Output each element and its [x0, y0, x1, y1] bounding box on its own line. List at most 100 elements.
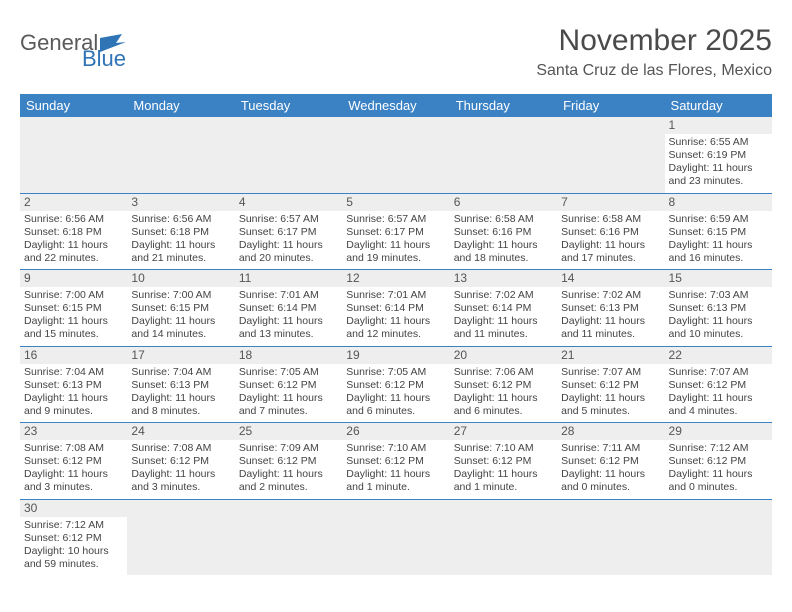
calendar-cell: 6Sunrise: 6:58 AMSunset: 6:16 PMDaylight… [450, 194, 557, 270]
day-number: 3 [127, 194, 234, 211]
day-number: 29 [665, 423, 772, 440]
calendar-cell-blank [450, 117, 557, 193]
weekday-header: Thursday [450, 94, 557, 117]
calendar-grid: Sunday Monday Tuesday Wednesday Thursday… [20, 94, 772, 575]
weekday-header: Monday [127, 94, 234, 117]
calendar-cell-blank [665, 500, 772, 576]
daylight-text: Daylight: 11 hours and 5 minutes. [561, 392, 660, 418]
sunset-text: Sunset: 6:13 PM [669, 302, 768, 315]
day-number: 19 [342, 347, 449, 364]
day-number: 18 [235, 347, 342, 364]
daylight-text: Daylight: 11 hours and 6 minutes. [346, 392, 445, 418]
weekday-header: Tuesday [235, 94, 342, 117]
sunrise-text: Sunrise: 6:57 AM [346, 213, 445, 226]
daylight-text: Daylight: 11 hours and 22 minutes. [24, 239, 123, 265]
daylight-text: Daylight: 11 hours and 11 minutes. [561, 315, 660, 341]
calendar-cell-blank [20, 117, 127, 193]
daylight-text: Daylight: 11 hours and 23 minutes. [669, 162, 768, 188]
day-number: 24 [127, 423, 234, 440]
calendar-cell: 23Sunrise: 7:08 AMSunset: 6:12 PMDayligh… [20, 423, 127, 499]
daylight-text: Daylight: 11 hours and 11 minutes. [454, 315, 553, 341]
daylight-text: Daylight: 11 hours and 9 minutes. [24, 392, 123, 418]
calendar-week: 9Sunrise: 7:00 AMSunset: 6:15 PMDaylight… [20, 270, 772, 347]
sunrise-text: Sunrise: 7:08 AM [131, 442, 230, 455]
daylight-text: Daylight: 11 hours and 1 minute. [454, 468, 553, 494]
calendar-week: 16Sunrise: 7:04 AMSunset: 6:13 PMDayligh… [20, 347, 772, 424]
calendar-cell: 18Sunrise: 7:05 AMSunset: 6:12 PMDayligh… [235, 347, 342, 423]
day-number: 2 [20, 194, 127, 211]
calendar-cell: 15Sunrise: 7:03 AMSunset: 6:13 PMDayligh… [665, 270, 772, 346]
day-number: 26 [342, 423, 449, 440]
sunset-text: Sunset: 6:12 PM [561, 455, 660, 468]
calendar-cell-blank [127, 500, 234, 576]
sunset-text: Sunset: 6:15 PM [669, 226, 768, 239]
sunset-text: Sunset: 6:15 PM [24, 302, 123, 315]
sunrise-text: Sunrise: 7:05 AM [346, 366, 445, 379]
sunset-text: Sunset: 6:16 PM [454, 226, 553, 239]
calendar-cell: 24Sunrise: 7:08 AMSunset: 6:12 PMDayligh… [127, 423, 234, 499]
calendar-cell: 11Sunrise: 7:01 AMSunset: 6:14 PMDayligh… [235, 270, 342, 346]
daylight-text: Daylight: 11 hours and 0 minutes. [561, 468, 660, 494]
daylight-text: Daylight: 11 hours and 4 minutes. [669, 392, 768, 418]
day-number: 9 [20, 270, 127, 287]
daylight-text: Daylight: 11 hours and 6 minutes. [454, 392, 553, 418]
calendar-cell-blank [557, 500, 664, 576]
day-number: 12 [342, 270, 449, 287]
calendar-cell: 1Sunrise: 6:55 AMSunset: 6:19 PMDaylight… [665, 117, 772, 193]
page-header: General Blue November 2025 Santa Cruz de… [20, 24, 772, 80]
calendar-cell: 26Sunrise: 7:10 AMSunset: 6:12 PMDayligh… [342, 423, 449, 499]
daylight-text: Daylight: 11 hours and 21 minutes. [131, 239, 230, 265]
daylight-text: Daylight: 11 hours and 12 minutes. [346, 315, 445, 341]
day-number: 14 [557, 270, 664, 287]
day-number: 17 [127, 347, 234, 364]
day-number: 11 [235, 270, 342, 287]
sunrise-text: Sunrise: 6:58 AM [454, 213, 553, 226]
day-number: 1 [665, 117, 772, 134]
daylight-text: Daylight: 11 hours and 8 minutes. [131, 392, 230, 418]
sunset-text: Sunset: 6:18 PM [24, 226, 123, 239]
sunrise-text: Sunrise: 7:01 AM [239, 289, 338, 302]
sunset-text: Sunset: 6:12 PM [669, 379, 768, 392]
daylight-text: Daylight: 10 hours and 59 minutes. [24, 545, 123, 571]
sunrise-text: Sunrise: 7:10 AM [346, 442, 445, 455]
day-number: 5 [342, 194, 449, 211]
calendar-cell-blank [342, 117, 449, 193]
sunset-text: Sunset: 6:17 PM [239, 226, 338, 239]
day-number: 21 [557, 347, 664, 364]
sunrise-text: Sunrise: 7:03 AM [669, 289, 768, 302]
daylight-text: Daylight: 11 hours and 17 minutes. [561, 239, 660, 265]
page-title: November 2025 [536, 24, 772, 58]
weekday-header: Wednesday [342, 94, 449, 117]
daylight-text: Daylight: 11 hours and 20 minutes. [239, 239, 338, 265]
calendar-week: 23Sunrise: 7:08 AMSunset: 6:12 PMDayligh… [20, 423, 772, 500]
weekday-header: Saturday [665, 94, 772, 117]
daylight-text: Daylight: 11 hours and 19 minutes. [346, 239, 445, 265]
sunset-text: Sunset: 6:14 PM [346, 302, 445, 315]
sunset-text: Sunset: 6:13 PM [24, 379, 123, 392]
day-number: 23 [20, 423, 127, 440]
sunrise-text: Sunrise: 7:04 AM [24, 366, 123, 379]
sunrise-text: Sunrise: 7:00 AM [24, 289, 123, 302]
calendar-cell-blank [235, 117, 342, 193]
calendar-cell: 22Sunrise: 7:07 AMSunset: 6:12 PMDayligh… [665, 347, 772, 423]
calendar-cell: 29Sunrise: 7:12 AMSunset: 6:12 PMDayligh… [665, 423, 772, 499]
calendar-week: 2Sunrise: 6:56 AMSunset: 6:18 PMDaylight… [20, 194, 772, 271]
sunrise-text: Sunrise: 6:55 AM [669, 136, 768, 149]
calendar-cell: 21Sunrise: 7:07 AMSunset: 6:12 PMDayligh… [557, 347, 664, 423]
day-number: 4 [235, 194, 342, 211]
sunset-text: Sunset: 6:12 PM [669, 455, 768, 468]
sunrise-text: Sunrise: 6:59 AM [669, 213, 768, 226]
sunset-text: Sunset: 6:18 PM [131, 226, 230, 239]
sunrise-text: Sunrise: 7:11 AM [561, 442, 660, 455]
sunset-text: Sunset: 6:14 PM [454, 302, 553, 315]
daylight-text: Daylight: 11 hours and 15 minutes. [24, 315, 123, 341]
day-number: 10 [127, 270, 234, 287]
sunset-text: Sunset: 6:16 PM [561, 226, 660, 239]
sunset-text: Sunset: 6:12 PM [24, 532, 123, 545]
day-number: 8 [665, 194, 772, 211]
sunset-text: Sunset: 6:12 PM [24, 455, 123, 468]
calendar-cell: 9 Sunrise: 7:00 AMSunset: 6:15 PMDaylight… [20, 270, 127, 346]
calendar-cell: 13Sunrise: 7:02 AMSunset: 6:14 PMDayligh… [450, 270, 557, 346]
calendar-cell: 19Sunrise: 7:05 AMSunset: 6:12 PMDayligh… [342, 347, 449, 423]
sunset-text: Sunset: 6:17 PM [346, 226, 445, 239]
